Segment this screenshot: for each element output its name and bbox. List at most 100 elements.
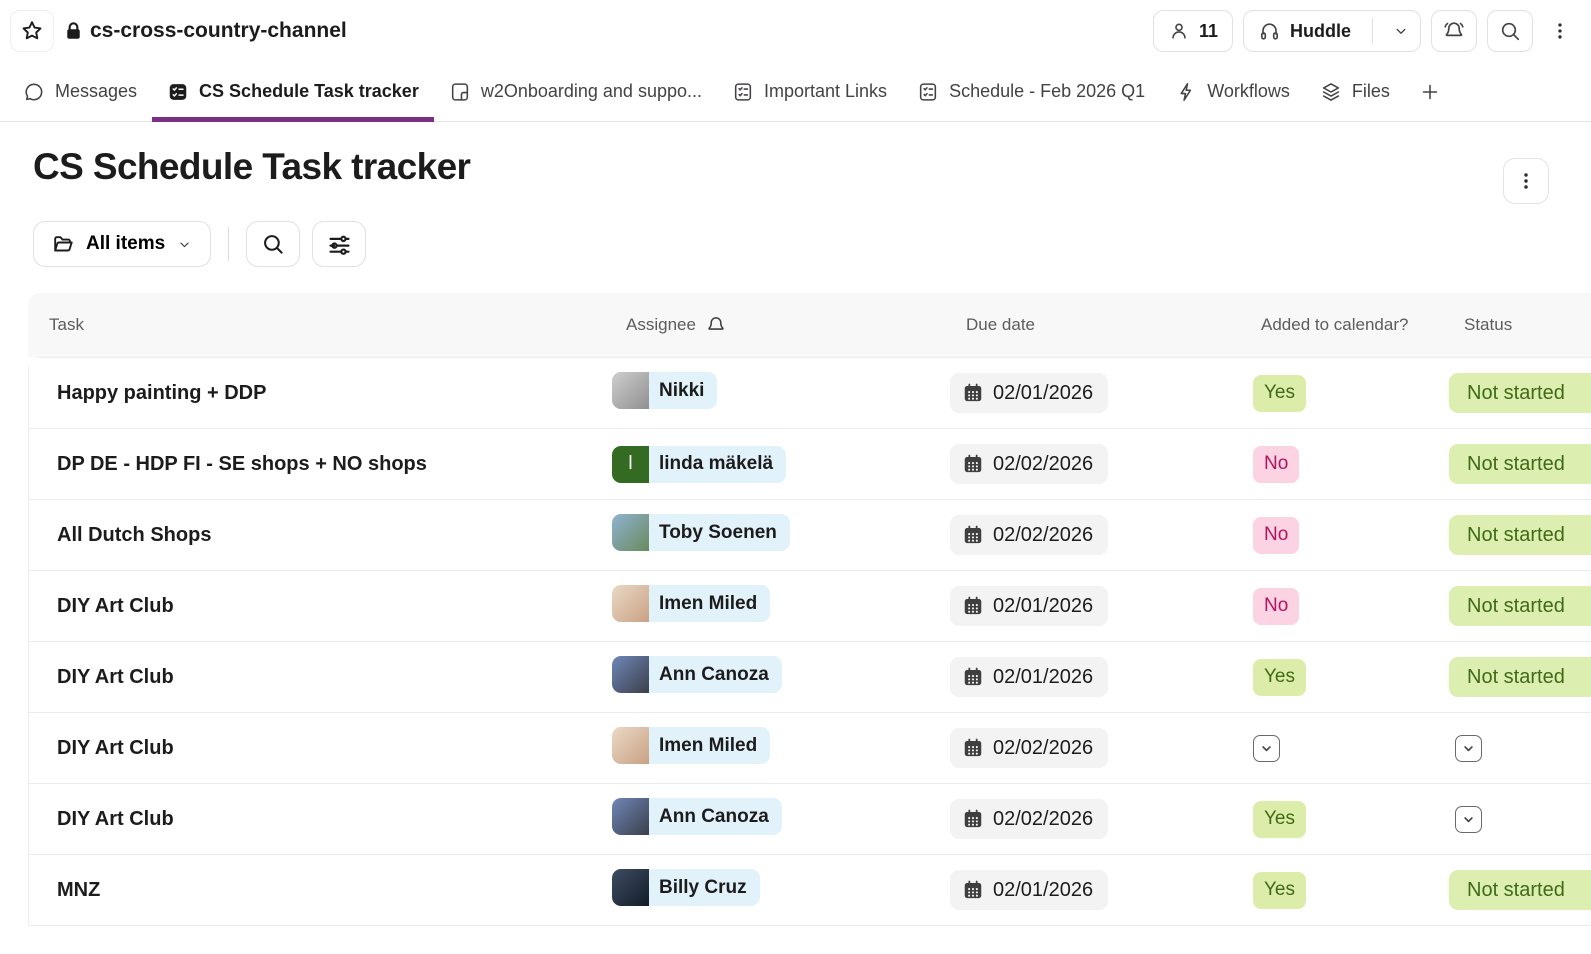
due-date-chip[interactable]: 02/02/2026 — [950, 799, 1109, 839]
status-badge[interactable]: Not started — [1449, 657, 1591, 697]
task-cell[interactable]: Happy painting + DDP — [57, 381, 267, 404]
column-header-task[interactable]: Task — [49, 315, 84, 334]
calendar-icon — [962, 879, 984, 901]
assignee-name: Nikki — [659, 379, 705, 401]
task-cell[interactable]: DIY Art Club — [57, 594, 174, 617]
huddle-button[interactable]: Huddle — [1243, 10, 1421, 52]
huddle-caret-button[interactable] — [1382, 11, 1420, 51]
calendar-badge[interactable]: Yes — [1253, 658, 1306, 696]
empty-select-icon[interactable] — [1455, 734, 1482, 762]
assignee-chip[interactable]: l linda mäkelä — [612, 445, 787, 483]
assignee-chip[interactable]: Ann Canoza — [612, 798, 782, 835]
due-date-chip[interactable]: 02/01/2026 — [950, 870, 1109, 910]
tab-label: Messages — [55, 81, 138, 101]
task-cell[interactable]: All Dutch Shops — [57, 523, 212, 546]
assignee-chip[interactable]: Nikki — [612, 372, 718, 409]
column-header-assignee[interactable]: Assignee — [605, 314, 945, 336]
canvas-icon — [449, 81, 471, 103]
status-badge[interactable]: Not started — [1449, 870, 1591, 910]
calendar-badge[interactable]: Yes — [1253, 871, 1306, 909]
calendar-icon — [962, 382, 984, 404]
empty-select-icon[interactable] — [1253, 734, 1280, 762]
task-cell[interactable]: MNZ — [57, 878, 101, 901]
list-options-button[interactable] — [1503, 158, 1549, 204]
task-cell[interactable]: DP DE - HDP FI - SE shops + NO shops — [57, 452, 427, 475]
column-header-status[interactable]: Status — [1464, 315, 1513, 334]
calendar-badge[interactable]: Yes — [1253, 800, 1306, 838]
members-button[interactable]: 11 — [1152, 10, 1233, 52]
due-date-value: 02/02/2026 — [993, 736, 1094, 759]
tab-important-links[interactable]: Important Links — [717, 62, 902, 121]
task-cell[interactable]: DIY Art Club — [57, 736, 174, 759]
table-row: DIY Art Club Ann Canoza 02/01/2026 Yes N… — [29, 642, 1591, 713]
channel-title[interactable]: cs-cross-country-channel — [62, 19, 347, 43]
calendar-icon — [962, 524, 984, 546]
chevron-down-icon — [176, 236, 193, 253]
empty-select-icon[interactable] — [1455, 805, 1482, 833]
tab-label: CS Schedule Task tracker — [199, 81, 419, 101]
calendar-icon — [962, 666, 984, 688]
column-header-due-date[interactable]: Due date — [966, 315, 1035, 334]
due-date-cell: 02/02/2026 — [945, 799, 1240, 839]
notifications-button[interactable] — [1431, 10, 1477, 52]
star-channel-button[interactable] — [10, 10, 54, 52]
channel-name: cs-cross-country-channel — [90, 19, 347, 42]
tab-messages[interactable]: Messages — [8, 62, 152, 121]
folder-icon — [51, 232, 75, 256]
due-date-cell: 02/02/2026 — [945, 728, 1240, 768]
assignee-cell: Ann Canoza — [605, 656, 945, 698]
search-button[interactable] — [1487, 10, 1533, 52]
due-date-value: 02/01/2026 — [993, 381, 1094, 404]
add-tab-button[interactable] — [1405, 62, 1455, 121]
calendar-badge[interactable]: No — [1253, 516, 1300, 554]
kebab-icon — [1515, 170, 1537, 192]
due-date-chip[interactable]: 02/02/2026 — [950, 515, 1109, 555]
assignee-cell: Billy Cruz — [605, 869, 945, 911]
due-date-chip[interactable]: 02/01/2026 — [950, 373, 1109, 413]
column-header-added-to-calendar[interactable]: Added to calendar? — [1261, 315, 1409, 334]
assignee-chip[interactable]: Billy Cruz — [612, 869, 760, 906]
added-to-calendar-cell — [1240, 734, 1443, 762]
assignee-chip[interactable]: Toby Soenen — [612, 514, 790, 551]
channel-options-button[interactable] — [1543, 10, 1577, 52]
canvas-checklist-icon — [732, 81, 754, 103]
added-to-calendar-cell: No — [1240, 587, 1443, 625]
person-icon — [1168, 20, 1190, 42]
tab-files[interactable]: Files — [1305, 62, 1405, 121]
task-cell[interactable]: DIY Art Club — [57, 807, 174, 830]
status-badge[interactable]: Not started — [1449, 515, 1591, 555]
calendar-badge[interactable]: No — [1253, 587, 1300, 625]
tab-label: Important Links — [764, 81, 888, 101]
assignee-name: Ann Canoza — [659, 805, 769, 827]
view-selector-button[interactable]: All items — [33, 221, 212, 267]
status-badge[interactable]: Not started — [1449, 586, 1591, 626]
avatar — [612, 869, 649, 906]
added-to-calendar-cell: Yes — [1240, 658, 1443, 696]
due-date-chip[interactable]: 02/02/2026 — [950, 728, 1109, 768]
search-icon — [260, 231, 286, 257]
task-cell[interactable]: DIY Art Club — [57, 665, 174, 688]
tab-cs-schedule-task-tracker[interactable]: CS Schedule Task tracker — [152, 62, 434, 122]
assignee-chip[interactable]: Imen Miled — [612, 727, 771, 764]
status-badge[interactable]: Not started — [1449, 444, 1591, 484]
status-badge[interactable]: Not started — [1449, 373, 1591, 413]
assignee-chip[interactable]: Imen Miled — [612, 585, 771, 622]
due-date-chip[interactable]: 02/02/2026 — [950, 444, 1109, 484]
assignee-chip[interactable]: Ann Canoza — [612, 656, 782, 693]
calendar-badge[interactable]: No — [1253, 445, 1300, 483]
added-to-calendar-cell: Yes — [1240, 374, 1443, 412]
status-cell — [1443, 734, 1591, 762]
assignee-name: Toby Soenen — [659, 521, 777, 543]
filter-settings-button[interactable] — [312, 221, 367, 267]
due-date-chip[interactable]: 02/01/2026 — [950, 586, 1109, 626]
page-title: CS Schedule Task tracker — [33, 146, 471, 187]
tab-w2onboarding-and-suppo[interactable]: w2Onboarding and suppo... — [434, 62, 717, 121]
due-date-chip[interactable]: 02/01/2026 — [950, 657, 1109, 697]
table-row: All Dutch Shops Toby Soenen 02/02/2026 N… — [29, 500, 1591, 571]
tab-workflows[interactable]: Workflows — [1160, 62, 1305, 121]
calendar-badge[interactable]: Yes — [1253, 374, 1306, 412]
tab-schedule-feb-2026-q1[interactable]: Schedule - Feb 2026 Q1 — [902, 62, 1160, 121]
tab-label: Schedule - Feb 2026 Q1 — [949, 81, 1146, 101]
tab-label: w2Onboarding and suppo... — [480, 81, 702, 101]
list-search-button[interactable] — [246, 221, 301, 267]
